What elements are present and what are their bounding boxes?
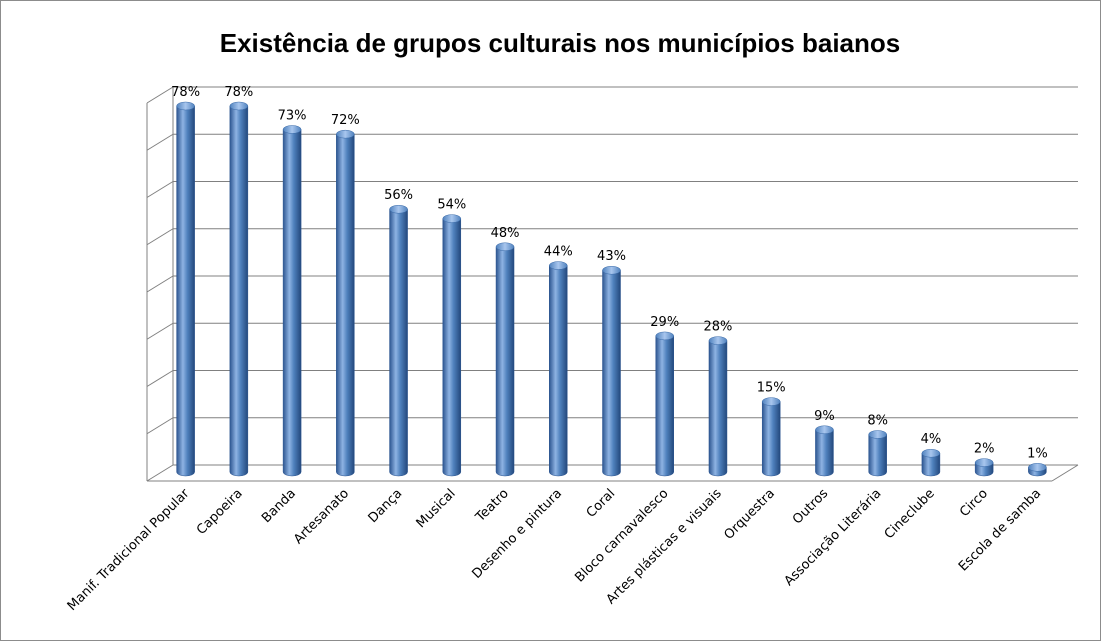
bar [389, 208, 408, 477]
gridline-side [146, 133, 174, 151]
data-label: 78% [171, 85, 200, 100]
category-label: Associação Literária [782, 486, 885, 589]
category-label: Orquestra [721, 486, 778, 543]
data-label: 4% [921, 432, 942, 447]
bar-cap [176, 101, 195, 111]
bar [229, 105, 249, 477]
category-label: Circo [957, 486, 991, 520]
bar-cap [389, 204, 408, 214]
bar [921, 452, 941, 477]
category-label: Artesanato [291, 486, 352, 547]
bar [549, 265, 568, 477]
gridline-side [146, 181, 174, 198]
bar-cap [868, 430, 887, 439]
data-label: 15% [757, 381, 786, 396]
category-label: Dança [366, 486, 406, 526]
category-label: Outros [790, 486, 831, 527]
bar-cap [921, 448, 941, 458]
bar [176, 105, 195, 477]
bar [708, 340, 728, 477]
bar-cap [602, 265, 621, 275]
bar [868, 434, 887, 477]
data-label: 28% [704, 320, 733, 335]
category-label: Manif. Tradicional Popular [65, 486, 193, 614]
data-label: 73% [278, 108, 307, 123]
data-label: 9% [814, 409, 835, 424]
bar [282, 129, 302, 477]
chart-title: Existência de grupos culturais nos munic… [219, 28, 901, 58]
data-label: 48% [491, 226, 520, 241]
bar-cap [708, 336, 728, 345]
bar [602, 269, 621, 477]
category-label: Artes plásticas e visuais [604, 486, 725, 607]
category-label: Musical [414, 486, 459, 531]
bar-cap [974, 458, 994, 467]
data-label: 56% [384, 188, 413, 203]
bar-cap [495, 242, 515, 252]
bar-cap [336, 129, 355, 139]
floor-side [1051, 464, 1079, 482]
data-label: 43% [597, 249, 626, 264]
bar [336, 133, 355, 477]
bar-cap [229, 101, 249, 111]
bar [495, 246, 515, 477]
gridline-side [146, 86, 174, 104]
data-label: 1% [1027, 446, 1048, 461]
category-label: Desenho e pintura [469, 486, 565, 582]
category-label: Cineclube [882, 486, 938, 542]
category-label: Bloco carnavalesco [572, 486, 671, 585]
bar [815, 429, 834, 477]
category-label: Coral [584, 486, 619, 521]
data-label: 54% [437, 198, 466, 213]
bar-cap [655, 331, 674, 341]
bar-cap [442, 214, 462, 223]
data-label: 78% [224, 85, 253, 100]
bar-cap [1028, 463, 1047, 472]
category-label: Banda [259, 486, 299, 526]
data-label: 44% [544, 245, 573, 260]
gridline-side [146, 322, 174, 340]
bar-cap [815, 425, 834, 435]
bar-cap [549, 261, 568, 270]
gridline-side [146, 275, 174, 293]
gridline-side [146, 228, 174, 246]
bar-cap [282, 125, 302, 134]
gridline-side [146, 464, 174, 482]
data-label: 29% [650, 315, 679, 330]
category-label: Teatro [472, 486, 511, 525]
data-label: 2% [974, 442, 995, 457]
gridline-side [146, 417, 174, 435]
gridline-side [146, 370, 174, 387]
bar [442, 218, 462, 477]
category-label: Capoeira [194, 486, 246, 538]
data-label: 8% [867, 413, 888, 428]
bar [761, 401, 781, 477]
bar [655, 335, 674, 477]
data-label: 72% [331, 113, 360, 128]
bar-cap [761, 397, 781, 406]
